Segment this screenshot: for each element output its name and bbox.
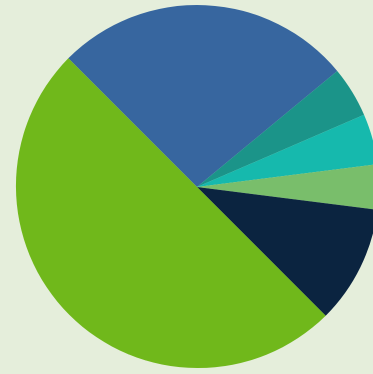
pie-slice-2 [197,70,365,187]
pie-slice-3 [197,114,373,187]
pie-slice-4 [197,164,373,210]
pie-slice-6 [15,58,326,369]
pie-slices [15,5,373,369]
pie-slice-1 [68,5,338,187]
pie-slice-5 [197,187,373,316]
